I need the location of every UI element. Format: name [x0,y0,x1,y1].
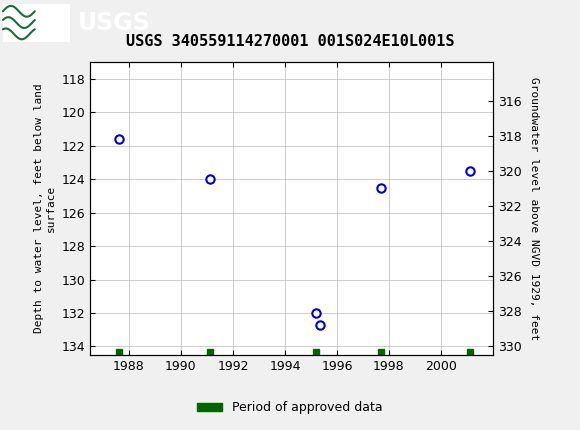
Bar [3,3,70,42]
Text: USGS: USGS [78,11,151,34]
Legend: Period of approved data: Period of approved data [192,396,388,419]
Y-axis label: Groundwater level above NGVD 1929, feet: Groundwater level above NGVD 1929, feet [528,77,539,340]
Text: USGS 340559114270001 001S024E10L001S: USGS 340559114270001 001S024E10L001S [126,34,454,49]
Y-axis label: Depth to water level, feet below land
surface: Depth to water level, feet below land su… [34,84,56,333]
